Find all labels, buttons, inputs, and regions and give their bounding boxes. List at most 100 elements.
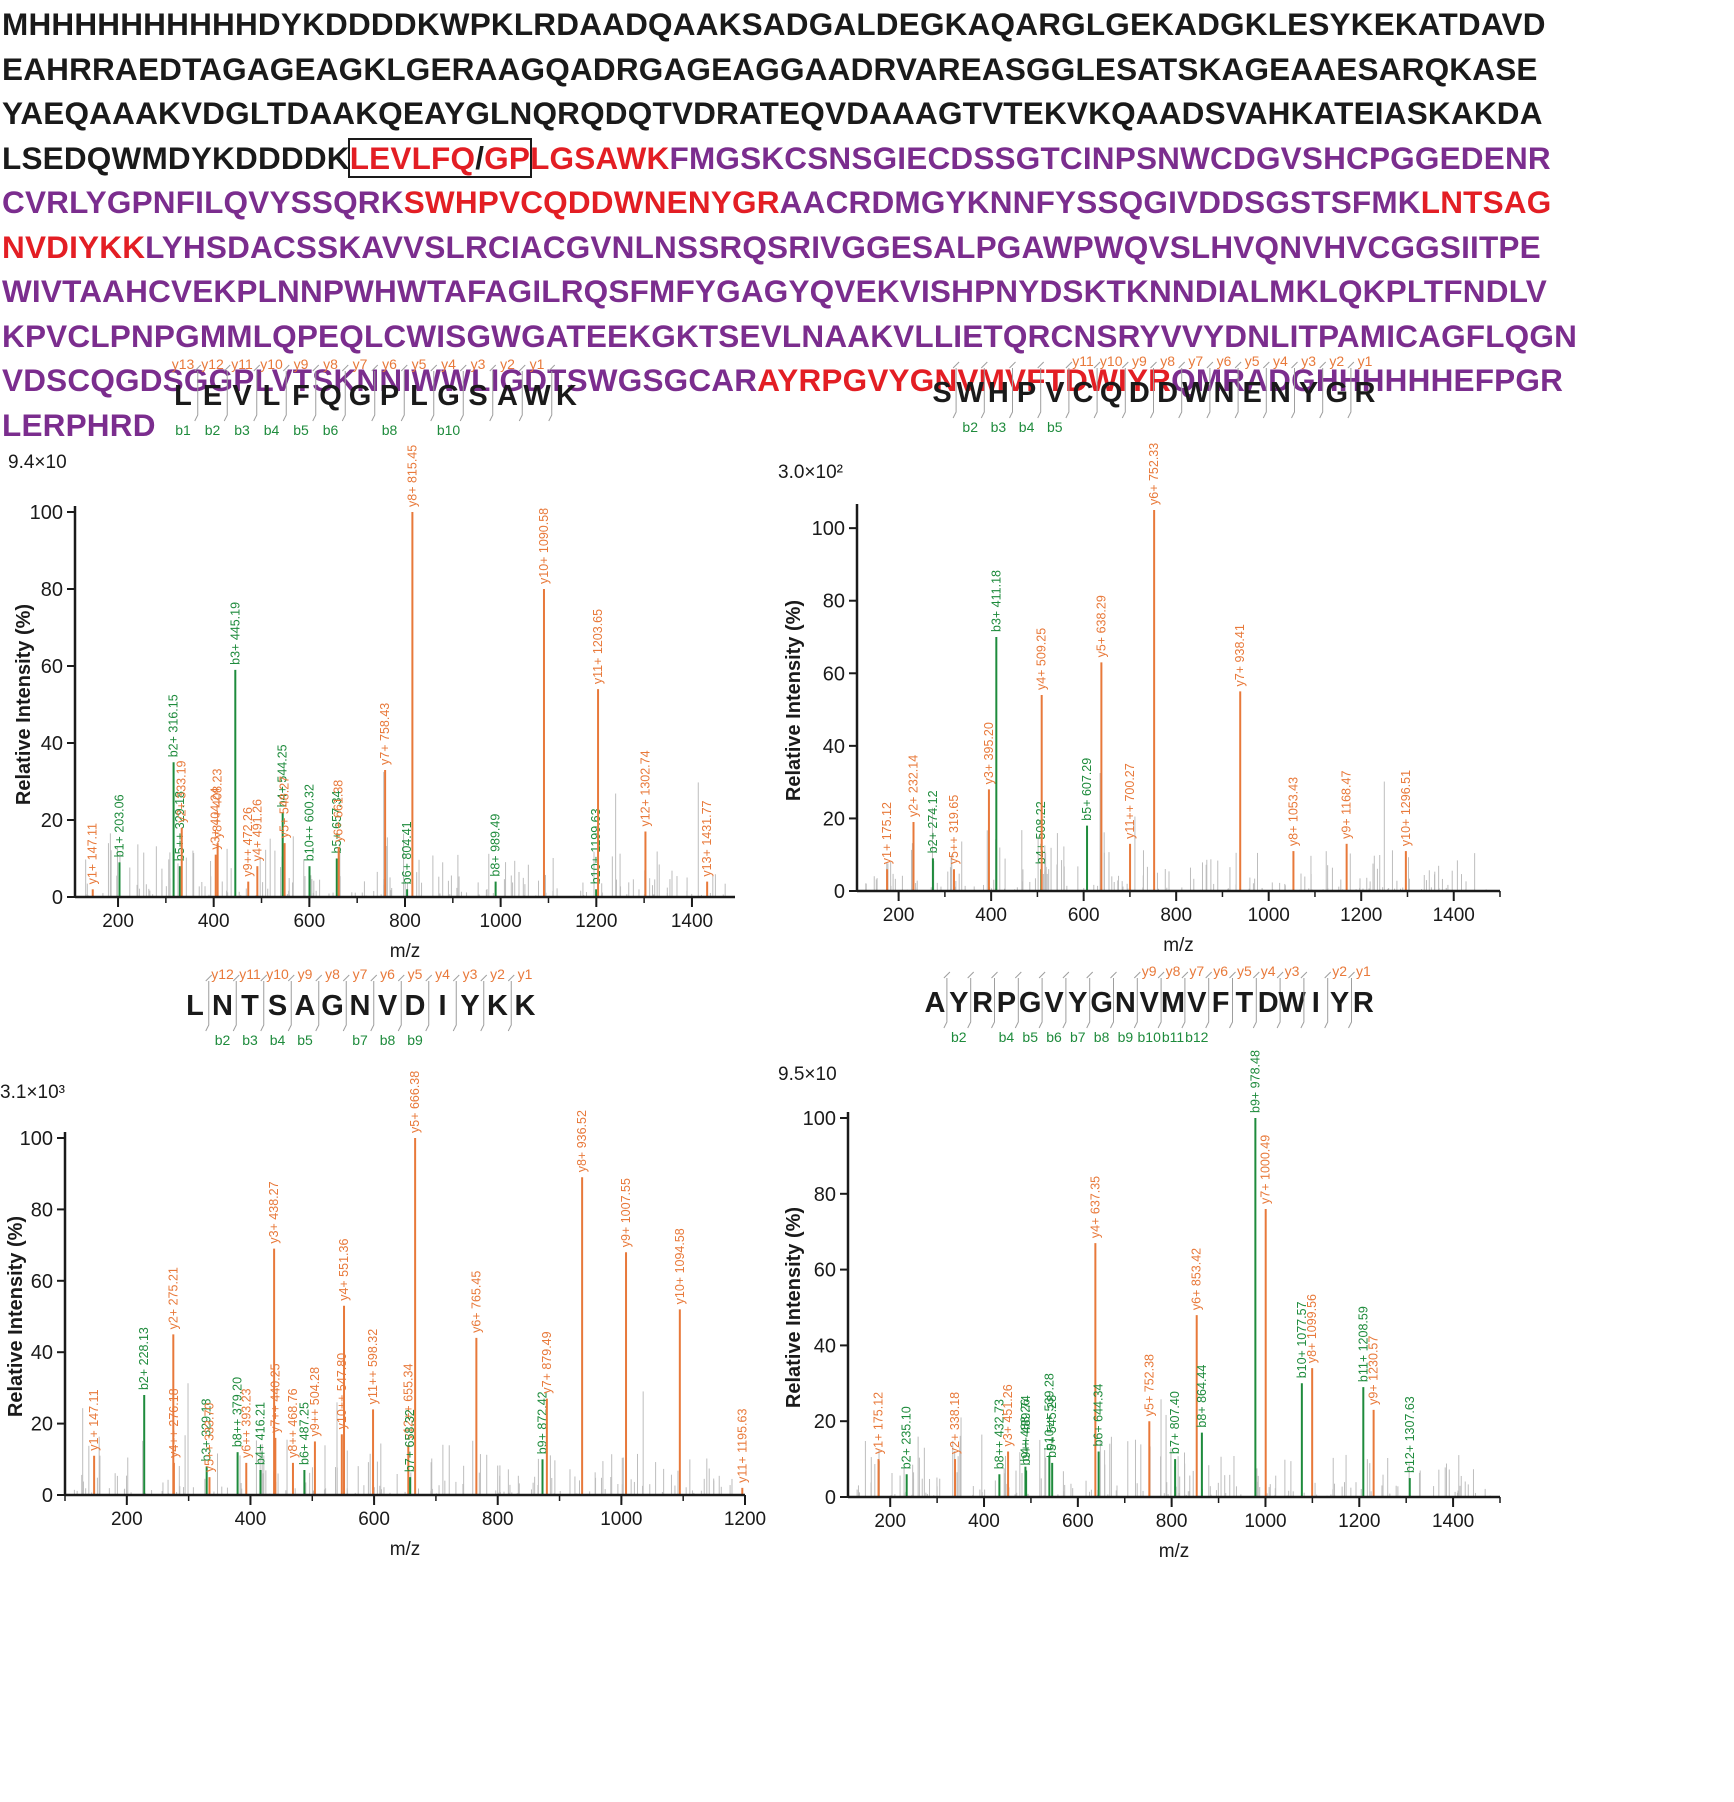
x-tick-label: 1200 xyxy=(724,1509,766,1530)
peptide-residue: G xyxy=(1090,987,1113,1019)
b-ion-label: b5 xyxy=(1047,419,1063,435)
peptide-residue: Y xyxy=(460,990,479,1022)
y-ion-peak-label: y1+ 147.11 xyxy=(86,823,100,884)
y-ion-peak-label: y9+ 1230.57 xyxy=(1367,1336,1381,1405)
b-ion-peak-label: b7+ 658.32 xyxy=(403,1409,417,1472)
cleavage-mark xyxy=(287,974,295,1032)
cleavage-mark xyxy=(1157,971,1165,1029)
peptide-residue: G xyxy=(1019,987,1042,1019)
y-ion-label: y12 xyxy=(211,966,234,982)
peptide-residue: F xyxy=(292,380,310,412)
b-ion-label: b2 xyxy=(951,1029,967,1045)
annotated-peaks: y1+ 175.12 y2+ 232.14 b2+ 274.12 y5++ 319.6… xyxy=(880,443,1413,891)
spectrum-chart-1: Ly13b1Ey12b2Vy11b3Ly10b4Fy9b5Qy8b6Gy7Py6… xyxy=(8,356,735,962)
sequence-segment: CVRLYGPNFILQVYSSQRK xyxy=(2,184,404,220)
cleavage-mark xyxy=(489,364,497,422)
y-tick-label: 100 xyxy=(30,502,63,524)
annotated-peaks: y1+ 175.12 b2+ 235.10 y2+ 338.18 b8++ 432.7… xyxy=(872,1050,1417,1497)
b-ion-label: b4 xyxy=(1019,419,1035,435)
x-tick-label: 400 xyxy=(198,911,230,932)
y-tick-label: 100 xyxy=(803,1108,836,1130)
y-tick-label: 20 xyxy=(41,810,63,832)
b-ion-peak-label: b6+ 487.25 xyxy=(297,1402,311,1465)
axes: 0 20 40 60 80 100 200 400 600 800 1000 1200 1400 xyxy=(812,504,1501,926)
y-ion-peak-label: y4+ 491.26 xyxy=(250,799,264,861)
peptide-residue: P xyxy=(997,987,1016,1019)
peptide-fragment-map: S Wb2Hb3Pb4Vb5Cy11Qy10Dy9Dy8Wy7Ny6Ey5Ny4Y… xyxy=(932,353,1375,435)
y-ion-peak-label: y8+ 1053.43 xyxy=(1286,777,1300,846)
y-ion-label: y6 xyxy=(382,356,397,372)
b-ion-peak-label: b2+ 316.15 xyxy=(167,694,181,757)
peptide-residue: V xyxy=(378,990,398,1022)
identified-peptide-segment: AYRPGVYGNVMVFTDWIYR xyxy=(757,362,1172,398)
annotated-peaks: y1+ 147.11 b2+ 228.13 y2+ 275.21 y4++ 276.1… xyxy=(87,1071,749,1495)
sequence-line: WIVTAAHCVEKPLNNPWHWTAFAGILRQSFMFYGAGYQVE… xyxy=(2,269,1722,314)
y-ion-label: y10 xyxy=(260,356,283,372)
y-ion-peak-label: y1+ 175.12 xyxy=(872,1392,886,1454)
b-ion-label: b5 xyxy=(1022,1029,1038,1045)
sequence-segment: VDSCQGDSGGPLVTSKNNIWWLIGDTSWGSGCAR xyxy=(2,362,758,398)
cleavage-mark xyxy=(1234,361,1242,419)
identified-peptide-segment: GP xyxy=(484,139,531,176)
peptide-residue: P xyxy=(1017,377,1036,409)
spectrum-chart-3: L Ny12b2Ty11b3Sy10b4Ay9b5Gy8Ny7b7Vy6b8Dy5… xyxy=(0,966,766,1560)
cleavage-mark xyxy=(194,364,202,422)
cleavage-mark xyxy=(1300,971,1308,1029)
sequence-line: YAEQAAAKVDGLTDAAKQEAYGLNQRQDQTVDRATEQVDA… xyxy=(2,91,1722,136)
y-ion-peak-label: y2+ 333.19 xyxy=(175,760,189,822)
peptide-residue: Q xyxy=(319,380,342,412)
y-tick-label: 20 xyxy=(31,1414,53,1436)
y-ion-peak-label: y5+ 666.38 xyxy=(408,1071,422,1133)
y-ion-peak-label: y5+ 548.27 xyxy=(278,776,292,838)
axes: 0 20 40 60 80 100 200 400 600 800 1000 1200 1400 xyxy=(803,1108,1501,1532)
b-ion-peak-label: b12+ 1307.63 xyxy=(1403,1396,1417,1473)
b-ion-label: b7 xyxy=(1070,1029,1086,1045)
y-ion-label: y5 xyxy=(408,966,423,982)
peptide-residue: V xyxy=(1045,377,1065,409)
b-ion-label: b9 xyxy=(1118,1029,1134,1045)
sequence-segment: / xyxy=(475,139,485,176)
x-tick-label: 800 xyxy=(482,1509,514,1530)
cleavage-mark xyxy=(1121,361,1129,419)
intensity-scale-label: 3.0×10² xyxy=(778,462,843,483)
identified-peptide-segment: LGSAWK xyxy=(530,139,670,176)
x-axis-label: m/z xyxy=(390,941,421,962)
sequence-line: KPVCLPNPGMMLQPEQLCWISGWGATEEKGKTSEVLNAAK… xyxy=(2,314,1722,359)
cleavage-mark xyxy=(1262,361,1270,419)
cleavage-mark xyxy=(1205,971,1213,1029)
y-tick-label: 0 xyxy=(834,881,845,903)
axes: 0 20 40 60 80 100 200 400 600 800 1000 1200 1400 xyxy=(30,502,735,932)
y-ion-peak-label: y6++ 393.23 xyxy=(239,1388,253,1458)
cleavage-mark xyxy=(425,974,433,1032)
cleavage-mark xyxy=(1065,361,1073,419)
y-axis-label: Relative Intensity (%) xyxy=(5,1216,27,1417)
peptide-residue: S xyxy=(932,377,951,409)
cleavage-mark xyxy=(1319,361,1327,419)
y-ion-peak-label: y3+ 438.27 xyxy=(267,1181,281,1243)
cleavage-mark xyxy=(1324,971,1332,1029)
peptide-residue: E xyxy=(203,380,222,412)
peptide-residue: N xyxy=(212,990,233,1022)
spectrum-chart-2: S Wb2Hb3Pb4Vb5Cy11Qy10Dy9Dy8Wy7Ny6Ey5Ny4Y… xyxy=(778,353,1501,956)
y-tick-label: 40 xyxy=(41,733,63,755)
y-ion-label: y11 xyxy=(231,356,253,372)
peptide-residue: G xyxy=(321,990,344,1022)
peptide-residue: A xyxy=(295,990,316,1022)
b-ion-peak-label: b4+ 488.26 xyxy=(1018,1399,1032,1462)
peptide-residue: R xyxy=(972,987,993,1019)
y-tick-label: 20 xyxy=(814,1411,836,1433)
y-ion-peak-label: y9++ 472.26 xyxy=(241,807,255,877)
sequence-segment: WIVTAAHCVEKPLNNPWHWTAFAGILRQSFMFYGAGYQVE… xyxy=(2,273,1548,309)
b-ion-label: b4 xyxy=(270,1032,286,1048)
y-tick-label: 0 xyxy=(42,1485,53,1507)
b-ion-peak-label: b2+ 228.13 xyxy=(137,1327,151,1390)
b-ion-label: b11 xyxy=(1162,1029,1185,1045)
peptide-residue: S xyxy=(468,380,487,412)
cleavage-mark xyxy=(1347,361,1355,419)
y-ion-label: y9 xyxy=(1142,963,1157,979)
y-ion-peak-label: y9+ 1168.47 xyxy=(1340,771,1354,839)
y-ion-label: y10 xyxy=(266,966,289,982)
cleavage-mark xyxy=(1252,971,1260,1029)
peptide-residue: Y xyxy=(949,987,968,1019)
y-ion-label: y3 xyxy=(471,356,486,372)
